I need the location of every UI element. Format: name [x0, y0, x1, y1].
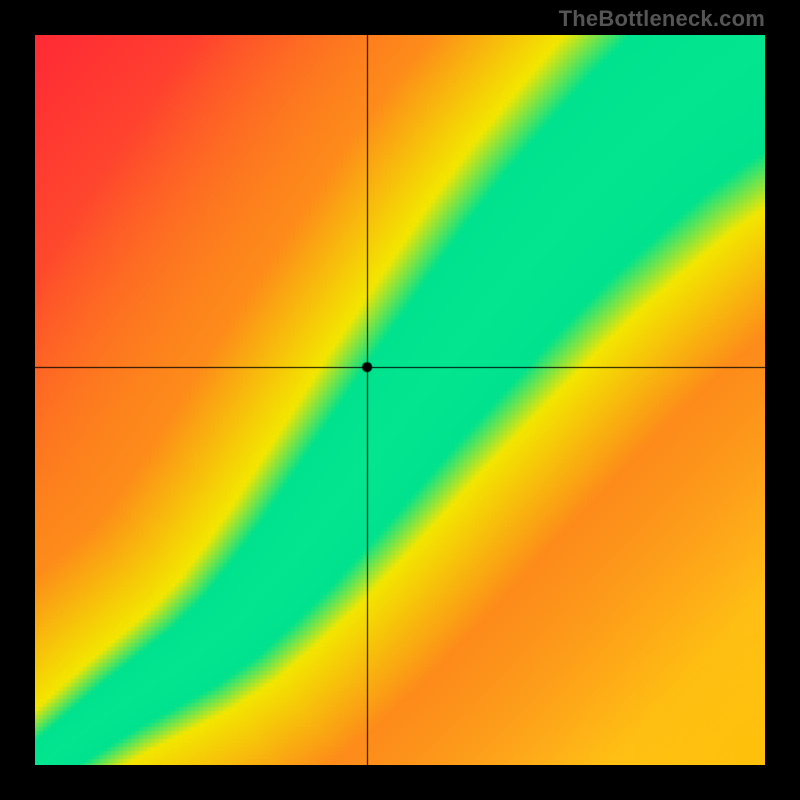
overlay-canvas	[35, 35, 765, 765]
watermark-text: TheBottleneck.com	[559, 6, 765, 32]
chart-stage: TheBottleneck.com	[0, 0, 800, 800]
